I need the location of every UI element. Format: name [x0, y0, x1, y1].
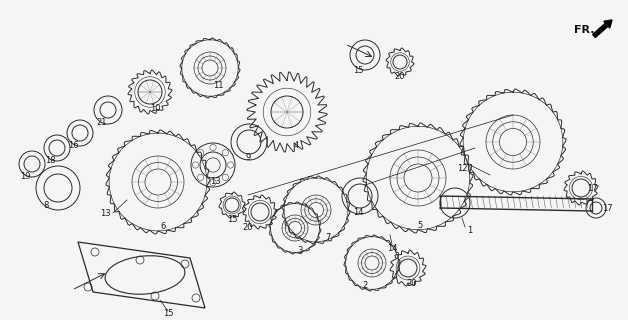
Text: 10: 10: [149, 103, 160, 113]
Text: 20: 20: [395, 71, 405, 81]
Text: 4: 4: [293, 140, 299, 149]
Text: 17: 17: [587, 183, 597, 193]
Text: 5: 5: [418, 220, 423, 229]
Text: 15: 15: [227, 214, 237, 223]
Text: 14: 14: [353, 207, 363, 217]
Text: 16: 16: [68, 140, 78, 149]
Text: 21: 21: [97, 117, 107, 126]
Text: 17: 17: [602, 204, 612, 212]
Text: 7: 7: [325, 233, 331, 242]
Text: 14: 14: [387, 244, 398, 252]
Text: 20: 20: [243, 222, 253, 231]
Text: 1: 1: [467, 226, 473, 235]
Text: 13: 13: [210, 177, 220, 186]
Text: 13: 13: [100, 209, 111, 218]
Text: 2: 2: [362, 282, 367, 291]
Text: 15: 15: [163, 309, 173, 318]
Text: 18: 18: [45, 156, 55, 164]
Text: FR.: FR.: [574, 25, 595, 35]
Text: 15: 15: [353, 66, 363, 75]
Text: 12: 12: [457, 164, 467, 172]
Text: 19: 19: [19, 172, 30, 180]
Text: 3: 3: [297, 245, 303, 254]
Text: 11: 11: [213, 81, 223, 90]
Text: 6: 6: [160, 221, 166, 230]
FancyArrow shape: [593, 20, 612, 37]
Text: 9: 9: [246, 153, 251, 162]
Text: 20: 20: [407, 279, 417, 289]
Text: 8: 8: [43, 201, 49, 210]
